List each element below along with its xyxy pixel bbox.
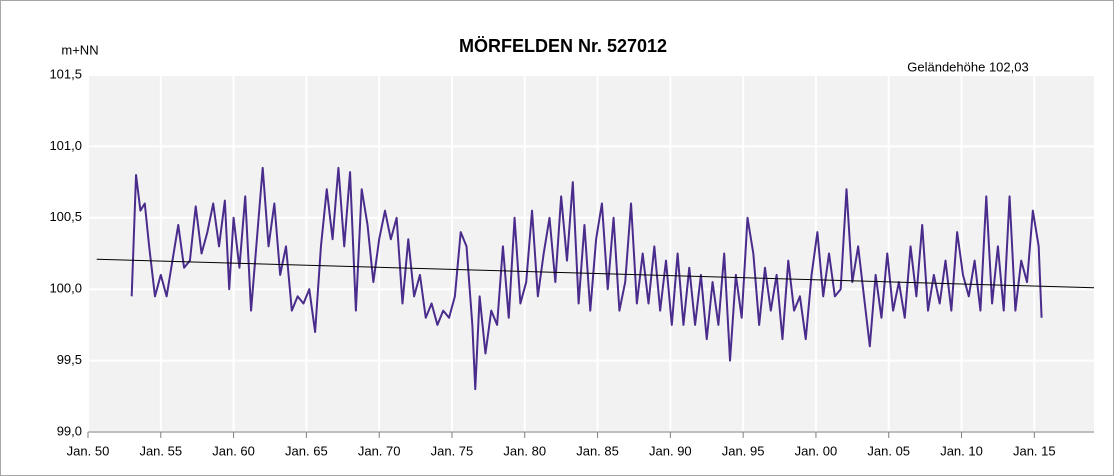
x-tick-label: Jan. 10 [940, 443, 983, 458]
y-tick-label: 99,0 [57, 423, 82, 438]
x-tick-label: Jan. 60 [212, 443, 255, 458]
x-tick-label: Jan. 65 [285, 443, 328, 458]
x-tick-label: Jan. 55 [139, 443, 182, 458]
x-tick-label: Jan. 70 [358, 443, 401, 458]
series-line [96, 258, 1095, 289]
chart-title: MÖRFELDEN Nr. 527012 [459, 36, 667, 56]
y-tick-label: 100,0 [49, 281, 82, 296]
y-axis-label: m+NN [61, 42, 98, 57]
x-tick-label: Jan. 80 [503, 443, 546, 458]
annotation: Geländehöhe 102,03 [907, 59, 1028, 74]
x-tick-label: Jan. 95 [722, 443, 765, 458]
y-tick-label: 101,5 [49, 66, 82, 81]
y-tick-label: 101,0 [49, 138, 82, 153]
y-tick-label: 100,5 [49, 209, 82, 224]
x-tick-label: Jan. 75 [431, 443, 474, 458]
x-tick-label: Jan. 00 [795, 443, 838, 458]
x-tick-label: Jan. 90 [649, 443, 692, 458]
x-tick-label: Jan. 15 [1013, 443, 1056, 458]
x-tick-label: Jan. 05 [867, 443, 910, 458]
x-tick-label: Jan. 50 [67, 443, 110, 458]
y-tick-label: 99,5 [57, 352, 82, 367]
plot-area [88, 75, 1094, 432]
x-tick-label: Jan. 85 [576, 443, 619, 458]
